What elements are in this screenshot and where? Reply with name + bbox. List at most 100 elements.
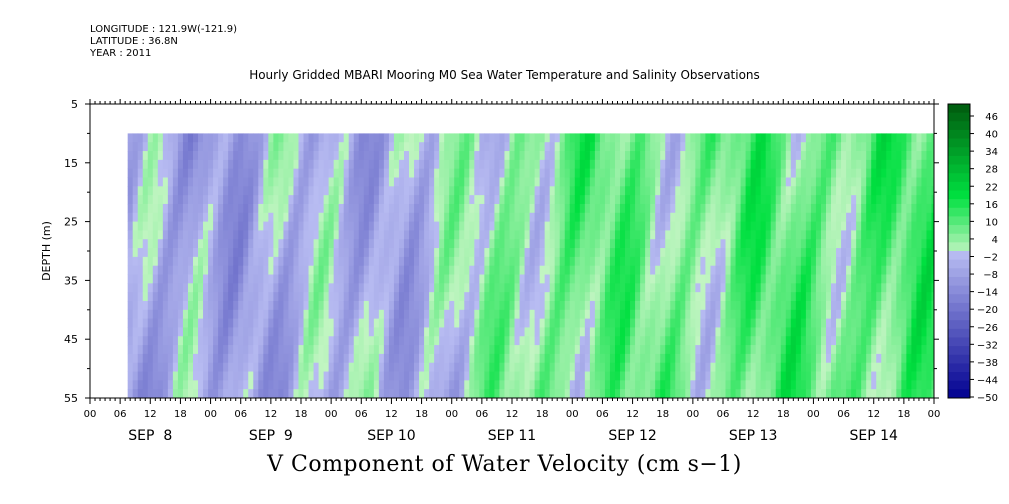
heatmap-cell bbox=[167, 142, 174, 152]
heatmap-cell bbox=[594, 203, 601, 214]
heatmap-cell bbox=[896, 389, 902, 399]
heatmap-cell bbox=[142, 371, 149, 381]
heatmap-cell bbox=[479, 186, 485, 196]
heatmap-cell bbox=[836, 336, 842, 346]
heatmap-cell bbox=[479, 159, 485, 170]
heatmap-cell bbox=[720, 380, 726, 390]
heatmap-cell bbox=[454, 300, 460, 311]
heatmap-cell bbox=[635, 327, 641, 337]
heatmap-cell bbox=[424, 203, 430, 214]
heatmap-cell bbox=[323, 256, 330, 267]
heatmap-cell bbox=[464, 221, 470, 231]
heatmap-cell bbox=[745, 256, 752, 267]
heatmap-cell bbox=[147, 248, 154, 258]
heatmap-cell bbox=[177, 230, 184, 240]
heatmap-cell bbox=[253, 151, 259, 161]
heatmap-cell bbox=[177, 318, 184, 328]
heatmap-cell bbox=[303, 371, 309, 381]
heatmap-cell bbox=[373, 283, 380, 293]
heatmap-cell bbox=[303, 195, 309, 205]
heatmap-cell bbox=[479, 389, 485, 399]
heatmap-cell bbox=[328, 186, 335, 196]
heatmap-cell bbox=[398, 274, 405, 284]
heatmap-cell bbox=[147, 203, 154, 214]
heatmap-cell bbox=[162, 336, 169, 346]
heatmap-cell bbox=[494, 362, 500, 372]
heatmap-cell bbox=[765, 283, 772, 293]
heatmap-cell bbox=[589, 195, 596, 205]
heatmap-cell bbox=[921, 353, 927, 364]
heatmap-cell bbox=[504, 283, 510, 293]
heatmap-cell bbox=[740, 239, 746, 249]
heatmap-cell bbox=[177, 362, 184, 372]
heatmap-cell bbox=[790, 186, 797, 196]
heatmap-cell bbox=[172, 151, 179, 161]
heatmap-cell bbox=[805, 283, 812, 293]
heatmap-cell bbox=[167, 353, 174, 364]
heatmap-cell bbox=[449, 371, 455, 381]
heatmap-cell bbox=[690, 186, 696, 196]
heatmap-cell bbox=[419, 362, 425, 372]
heatmap-cell bbox=[323, 380, 330, 390]
heatmap-cell bbox=[238, 203, 244, 214]
heatmap-cell bbox=[469, 177, 475, 187]
heatmap-cell bbox=[720, 133, 726, 143]
heatmap-cell bbox=[795, 353, 802, 364]
heatmap-cell bbox=[318, 362, 324, 372]
heatmap-cell bbox=[303, 151, 309, 161]
heatmap-cell bbox=[564, 248, 571, 258]
heatmap-cell bbox=[157, 142, 164, 152]
heatmap-cell bbox=[630, 151, 636, 161]
heatmap-cell bbox=[750, 239, 757, 249]
heatmap-cell bbox=[328, 151, 335, 161]
heatmap-cell bbox=[494, 327, 500, 337]
heatmap-cell bbox=[223, 221, 229, 231]
heatmap-cell bbox=[383, 309, 390, 320]
heatmap-cell bbox=[846, 159, 852, 170]
heatmap-cell bbox=[846, 283, 852, 293]
heatmap-cell bbox=[655, 265, 661, 275]
heatmap-cell bbox=[187, 168, 194, 178]
heatmap-cell bbox=[921, 168, 927, 178]
heatmap-cell bbox=[665, 318, 671, 328]
heatmap-cell bbox=[484, 142, 490, 152]
heatmap-cell bbox=[846, 336, 852, 346]
heatmap-cell bbox=[730, 274, 736, 284]
heatmap-cell bbox=[795, 389, 802, 399]
heatmap-cell bbox=[258, 371, 264, 381]
heatmap-cell bbox=[554, 380, 561, 390]
heatmap-cell bbox=[715, 345, 721, 355]
heatmap-cell bbox=[258, 274, 264, 284]
heatmap-cell bbox=[258, 353, 264, 364]
heatmap-cell bbox=[539, 362, 546, 372]
heatmap-cell bbox=[710, 186, 716, 196]
heatmap-cell bbox=[851, 380, 857, 390]
heatmap-cell bbox=[409, 151, 415, 161]
heatmap-cell bbox=[760, 239, 767, 249]
heatmap-cell bbox=[841, 212, 847, 222]
heatmap-cell bbox=[414, 327, 420, 337]
heatmap-cell bbox=[208, 168, 214, 178]
heatmap-cell bbox=[398, 177, 405, 187]
heatmap-cell bbox=[800, 230, 807, 240]
heatmap-cell bbox=[625, 142, 631, 152]
heatmap-cell bbox=[132, 239, 139, 249]
heatmap-cell bbox=[444, 318, 450, 328]
heatmap-cell bbox=[790, 265, 797, 275]
heatmap-cell bbox=[248, 195, 254, 205]
heatmap-cell bbox=[318, 318, 324, 328]
heatmap-cell bbox=[248, 389, 254, 399]
heatmap-cell bbox=[162, 230, 169, 240]
heatmap-cell bbox=[157, 248, 164, 258]
heatmap-cell bbox=[494, 353, 500, 364]
heatmap-cell bbox=[298, 203, 304, 214]
heatmap-cell bbox=[167, 336, 174, 346]
heatmap-cell bbox=[614, 345, 621, 355]
heatmap-cell bbox=[614, 336, 621, 346]
heatmap-cell bbox=[891, 292, 897, 302]
heatmap-cell bbox=[810, 318, 817, 328]
heatmap-cell bbox=[439, 212, 445, 222]
heatmap-cell bbox=[554, 221, 561, 231]
heatmap-cell bbox=[484, 345, 490, 355]
heatmap-cell bbox=[213, 221, 219, 231]
